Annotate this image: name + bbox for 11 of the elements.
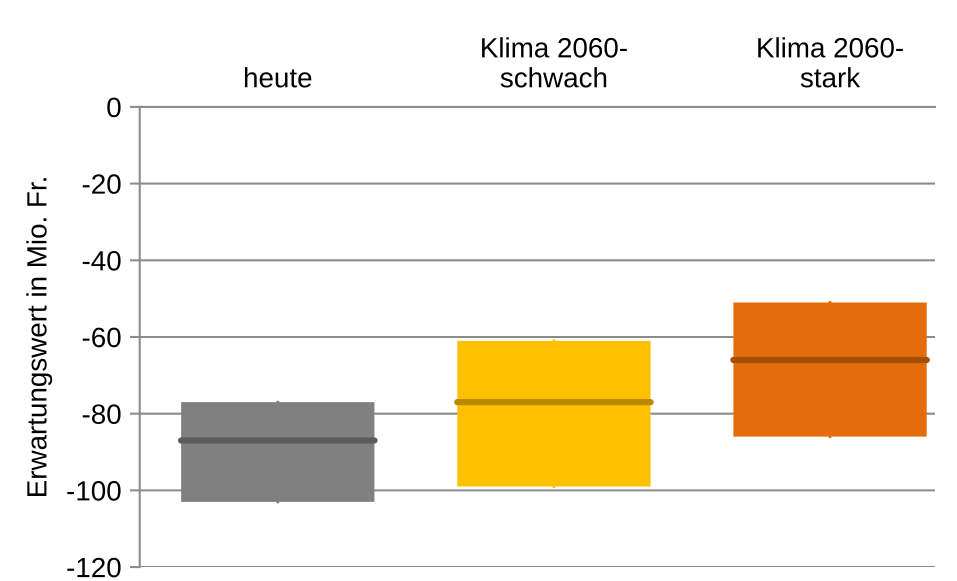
- y-tick-label: -80: [82, 404, 121, 424]
- y-tick-label: -20: [82, 174, 121, 194]
- y-tick-label: -120: [67, 558, 121, 578]
- y-axis-title: Erwartungswert in Mio. Fr.: [26, 178, 52, 496]
- y-tick-label: 0: [107, 98, 121, 118]
- x-tick-label: heute: [244, 67, 312, 88]
- y-tick-label: -60: [82, 328, 121, 348]
- x-tick-label: Klima 2060- stark: [758, 37, 903, 88]
- y-tick-label: -40: [82, 250, 121, 271]
- x-tick-label: Klima 2060- schwach: [482, 37, 627, 88]
- y-tick-label: -100: [67, 481, 121, 501]
